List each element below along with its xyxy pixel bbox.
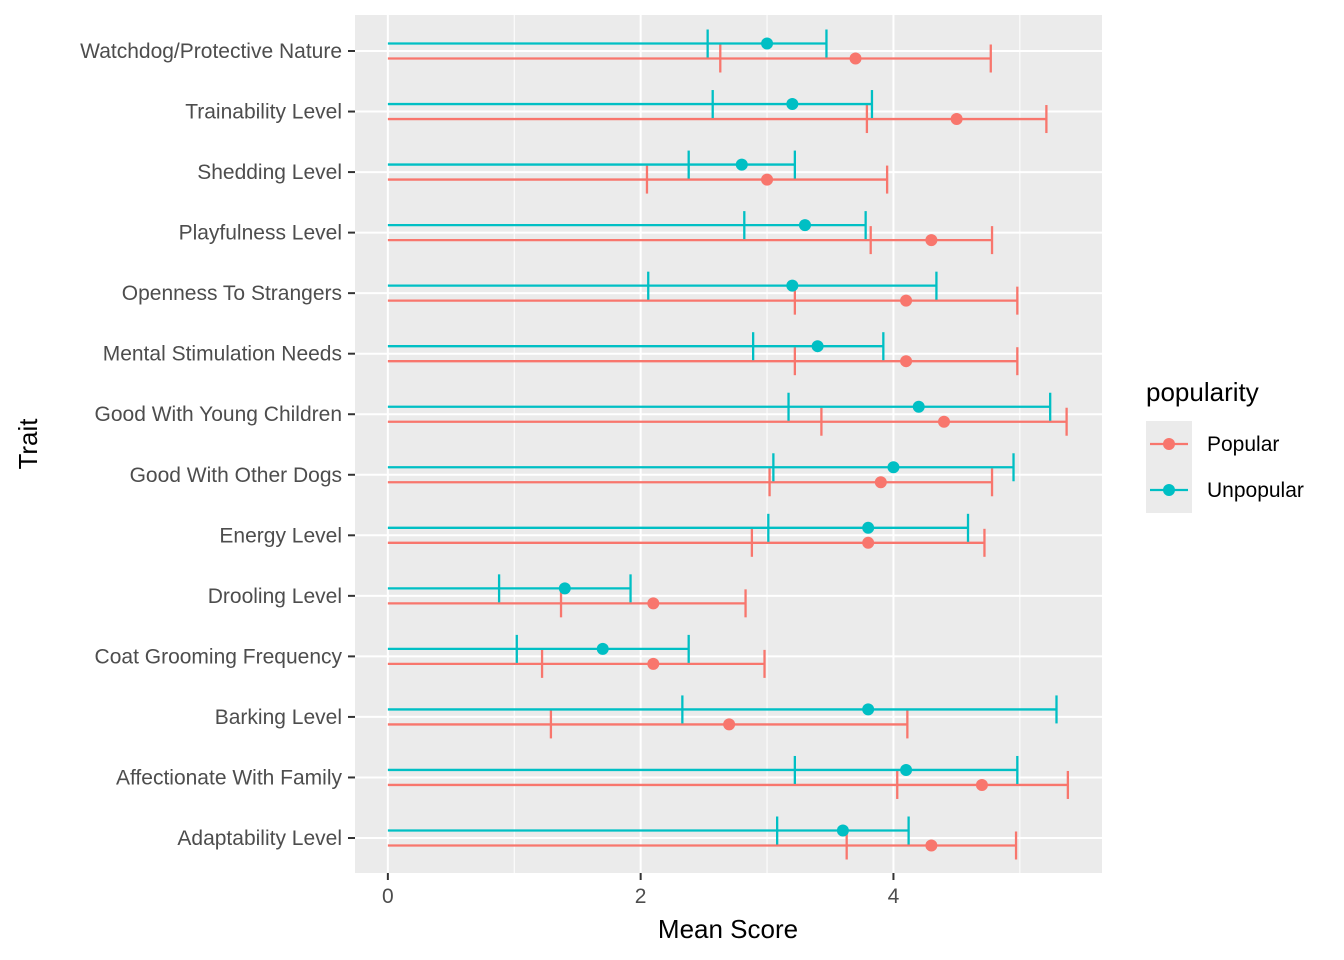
y-tick-label: Drooling Level: [208, 585, 342, 608]
y-tick-label: Good With Young Children: [95, 403, 343, 426]
y-tick-label: Playfulness Level: [179, 222, 342, 245]
grid-lines: [355, 15, 1102, 873]
y-tick-label: Energy Level: [219, 524, 342, 547]
mean-point: [887, 461, 900, 474]
y-tick-label: Openness To Strangers: [122, 282, 342, 305]
mean-point: [900, 294, 913, 307]
mean-point: [723, 718, 736, 731]
mean-point: [862, 521, 875, 534]
legend-key-point: [1163, 484, 1175, 496]
series-popular: [387, 44, 1070, 860]
mean-point: [912, 400, 925, 413]
y-tick-label: Barking Level: [215, 706, 342, 729]
mean-point: [647, 597, 660, 610]
mean-point: [900, 355, 913, 368]
legend: popularity Popular Unpopular: [1146, 377, 1304, 513]
plot-panel: [355, 15, 1102, 873]
y-tick-label: Adaptability Level: [177, 827, 342, 850]
mean-point: [798, 219, 811, 232]
legend-key-point: [1163, 438, 1175, 450]
mean-point: [925, 234, 938, 247]
mean-point: [925, 839, 938, 852]
x-axis: 0 2 4: [382, 873, 900, 908]
x-tick-label: 0: [382, 885, 394, 908]
y-tick-label: Shedding Level: [197, 161, 342, 184]
legend-title: popularity: [1146, 377, 1259, 407]
mean-point: [862, 703, 875, 716]
legend-key-popular: [1146, 421, 1192, 467]
y-tick-label: Trainability Level: [185, 101, 342, 124]
legend-key-unpopular: [1146, 467, 1192, 513]
mean-point: [874, 476, 887, 489]
mean-point: [938, 415, 951, 428]
mean-point: [647, 657, 660, 670]
mean-point: [836, 824, 849, 837]
y-tick-label: Mental Stimulation Needs: [103, 343, 342, 366]
y-axis: Watchdog/Protective Nature Trainability L…: [80, 40, 355, 850]
mean-point: [596, 642, 609, 655]
mean-point: [950, 113, 963, 126]
y-tick-label: Good With Other Dogs: [130, 464, 342, 487]
mean-point: [558, 582, 571, 595]
legend-label: Popular: [1207, 433, 1279, 456]
y-tick-label: Watchdog/Protective Nature: [80, 40, 342, 63]
mean-point: [786, 279, 799, 292]
x-axis-title: Mean Score: [658, 914, 798, 944]
series-unpopular: [387, 29, 1058, 845]
y-axis-title: Trait: [13, 418, 43, 470]
y-tick-label: Affectionate With Family: [116, 766, 343, 789]
mean-point: [761, 173, 774, 186]
mean-point: [849, 52, 862, 65]
legend-label: Unpopular: [1207, 479, 1304, 502]
mean-point: [900, 763, 913, 776]
mean-point: [862, 536, 875, 549]
mean-point: [811, 340, 824, 353]
data-marks: [387, 29, 1070, 860]
mean-point: [735, 158, 748, 171]
x-tick-label: 2: [635, 885, 647, 908]
y-tick-label: Coat Grooming Frequency: [95, 645, 343, 668]
x-tick-label: 4: [888, 885, 900, 908]
mean-point: [786, 98, 799, 111]
mean-point: [975, 778, 988, 791]
mean-point: [761, 37, 774, 50]
